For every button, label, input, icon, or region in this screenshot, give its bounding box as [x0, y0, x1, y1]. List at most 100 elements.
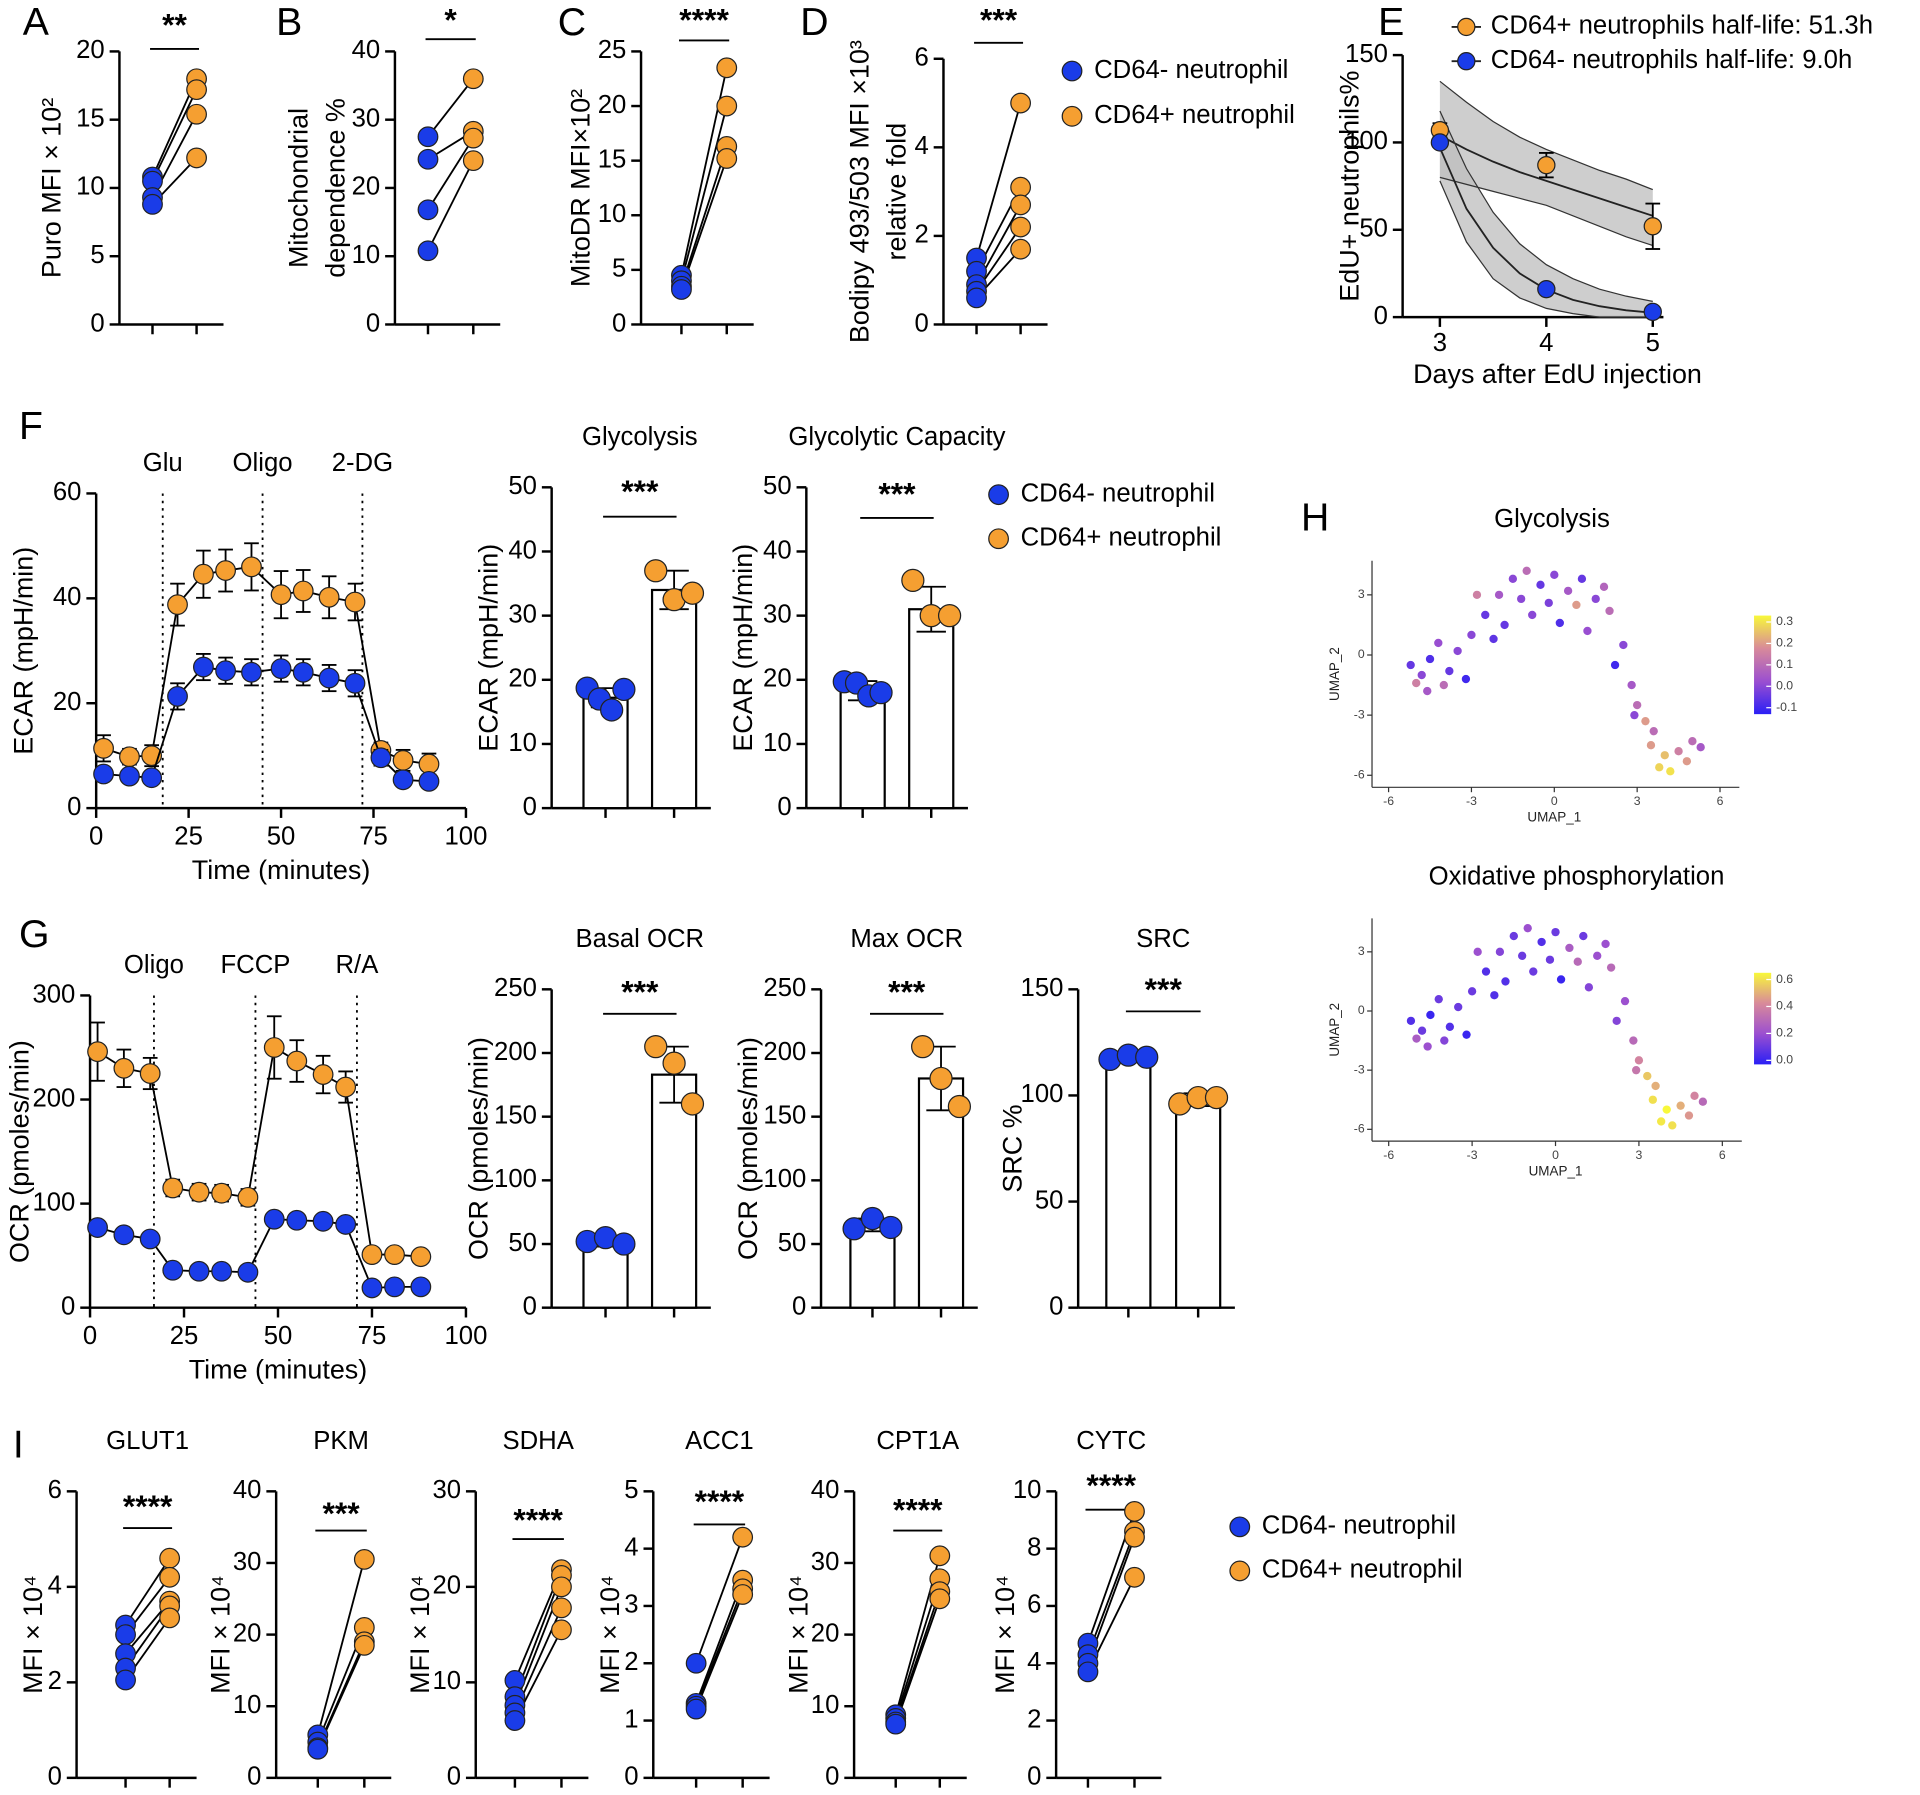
- dot: [270, 584, 292, 606]
- y-axis-label: OCR (pmoles/min): [733, 1037, 763, 1260]
- dot: [119, 746, 140, 768]
- cell-dot: [1698, 1097, 1708, 1106]
- cell-dot: [1461, 674, 1471, 684]
- dot: [417, 126, 439, 148]
- cell-dot: [1690, 1091, 1699, 1100]
- dot: [716, 57, 738, 79]
- x-tick-label: 75: [358, 1322, 387, 1350]
- panel-label: I: [13, 1424, 24, 1467]
- dot: [462, 150, 484, 172]
- y-tick-label: 6: [48, 1476, 62, 1504]
- fit-line: [1439, 134, 1654, 217]
- y-tick-label: 10: [598, 200, 627, 228]
- y-tick-label: 50: [1359, 215, 1388, 243]
- dot: [879, 1215, 903, 1240]
- cell-dot: [1434, 638, 1443, 648]
- dot: [119, 765, 140, 787]
- plot-title: Oxidative phosphorylation: [1429, 863, 1725, 891]
- dot: [462, 68, 484, 90]
- cell-dot: [1551, 927, 1560, 937]
- dot: [292, 580, 314, 602]
- cell-dot: [1440, 1036, 1449, 1045]
- dot: [410, 1276, 432, 1298]
- plot-title: Glycolysis: [1494, 505, 1610, 533]
- x-tick-label: 5: [1646, 329, 1660, 357]
- dot: [87, 1217, 108, 1238]
- cell-dot: [1612, 1016, 1621, 1026]
- dot: [335, 1214, 357, 1235]
- colorbar-tick-label: 0.1: [1776, 657, 1793, 671]
- significance: ***: [621, 974, 659, 1010]
- y-tick-label: 4: [624, 1533, 638, 1561]
- cell-dot: [1509, 931, 1518, 941]
- y-tick-label: 30: [432, 1476, 461, 1504]
- cell-dot: [1641, 716, 1650, 726]
- dot: [215, 560, 237, 581]
- cell-dot: [1605, 606, 1614, 616]
- dot: [159, 1607, 181, 1629]
- y-tick-label: 50: [1035, 1186, 1064, 1214]
- colorbar-tick-label: 0.2: [1776, 636, 1793, 650]
- y-axis-label: MFI × 10⁴: [595, 1575, 625, 1694]
- dot: [115, 1624, 136, 1646]
- legend-label: CD64+ neutrophil: [1262, 1556, 1463, 1584]
- y-tick-label: 200: [763, 1038, 806, 1066]
- dot: [139, 1063, 161, 1084]
- dot: [662, 1051, 686, 1075]
- y-tick-label: 250: [494, 974, 537, 1002]
- event-label: Oligo: [233, 449, 293, 477]
- cell-dot: [1445, 666, 1454, 676]
- cell-dot: [1523, 924, 1532, 933]
- dot: [680, 581, 705, 605]
- cell-dot: [1631, 1066, 1641, 1075]
- event-label: Glu: [143, 449, 183, 477]
- pair-line: [894, 1598, 941, 1725]
- bar: [1175, 1098, 1222, 1309]
- y-tick-label: 0: [67, 793, 81, 821]
- x-tick-label: -6: [1383, 1148, 1394, 1162]
- dot: [286, 1209, 308, 1231]
- y-tick-label: 0: [523, 793, 537, 821]
- dot: [929, 1588, 951, 1610]
- dot: [644, 559, 668, 583]
- cell-dot: [1454, 1002, 1463, 1012]
- cell-dot: [1490, 991, 1499, 1000]
- event-label: 2-DG: [332, 449, 393, 477]
- dot: [937, 604, 962, 628]
- plot-title: Basal OCR: [576, 925, 705, 953]
- dot: [263, 1037, 285, 1058]
- dot: [270, 658, 292, 680]
- pair-line: [151, 89, 198, 182]
- y-tick-label: 0: [914, 309, 928, 337]
- dot: [370, 747, 392, 769]
- legend-marker: [1457, 52, 1476, 71]
- dot: [1537, 155, 1556, 175]
- dot: [1124, 1500, 1145, 1522]
- band-edge: [1439, 180, 1653, 318]
- y-tick-label: 20: [233, 1619, 262, 1647]
- colorbar-tick-label: 0.6: [1776, 972, 1793, 986]
- pair-line: [427, 137, 475, 211]
- y-tick-label: 3: [624, 1591, 638, 1619]
- panel-label: G: [19, 913, 49, 956]
- y-tick-label: 0: [1049, 1292, 1063, 1320]
- dot: [188, 1181, 210, 1203]
- bar: [908, 608, 955, 810]
- cell-dot: [1674, 747, 1683, 756]
- legend-label: CD64+ neutrophils half-life: 51.3h: [1491, 12, 1873, 40]
- pair-line: [695, 1594, 744, 1710]
- legend-label: CD64- neutrophil: [1094, 56, 1288, 84]
- y-tick-label: -6: [1354, 768, 1365, 782]
- dot: [188, 1260, 210, 1282]
- dot: [141, 767, 163, 789]
- y-tick-label: 0: [612, 309, 626, 337]
- dot: [286, 1050, 308, 1072]
- dot: [139, 1228, 161, 1250]
- series-line: [97, 1046, 421, 1258]
- x-tick-label: -3: [1466, 794, 1477, 808]
- y-tick-label: 20: [53, 688, 82, 716]
- legend-label: CD64- neutrophils half-life: 9.0h: [1491, 46, 1852, 74]
- y-tick-label: 0: [1027, 1763, 1041, 1791]
- cell-dot: [1453, 646, 1462, 656]
- y-axis-label: MFI × 10⁴: [405, 1575, 435, 1694]
